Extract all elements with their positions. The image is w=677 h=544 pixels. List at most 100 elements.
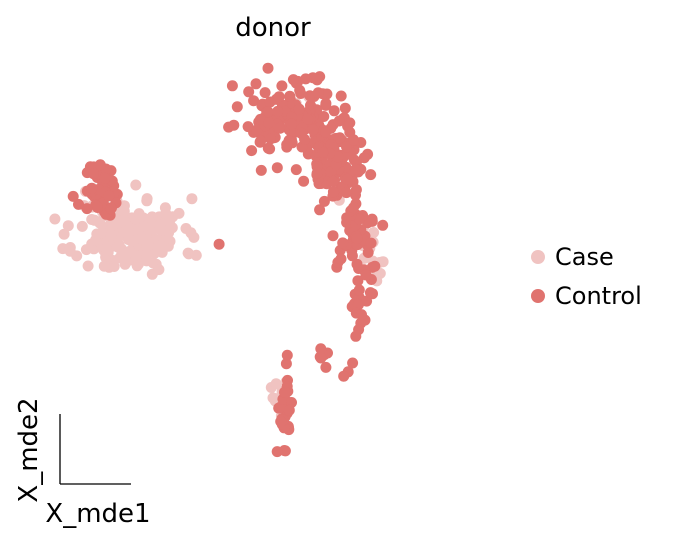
legend-marker-control xyxy=(531,289,545,303)
point-control xyxy=(73,198,84,210)
point-control xyxy=(290,164,302,176)
y-axis-label: X_mde2 xyxy=(14,397,44,502)
point-case xyxy=(180,223,192,234)
point-case xyxy=(98,260,110,272)
point-control xyxy=(243,86,255,98)
point-control xyxy=(264,143,276,155)
point-case xyxy=(64,245,76,257)
point-control xyxy=(299,133,311,145)
point-control xyxy=(352,299,364,311)
point-case xyxy=(131,260,143,272)
point-case xyxy=(62,220,74,232)
point-case xyxy=(153,264,165,276)
point-control xyxy=(280,358,292,370)
point-control xyxy=(262,106,274,118)
point-control xyxy=(365,237,377,249)
point-control xyxy=(265,133,276,145)
point-control xyxy=(356,309,367,321)
point-control xyxy=(350,163,362,175)
point-control xyxy=(369,260,381,272)
point-control xyxy=(279,445,291,457)
point-control xyxy=(272,105,284,117)
point-control xyxy=(248,95,260,107)
point-control xyxy=(337,237,349,249)
point-control xyxy=(327,230,339,242)
point-control xyxy=(88,168,99,180)
point-control xyxy=(284,90,296,102)
point-control xyxy=(318,111,330,122)
point-control xyxy=(314,204,326,216)
point-case xyxy=(190,249,202,261)
point-control xyxy=(273,91,285,103)
point-control xyxy=(317,146,329,158)
point-control xyxy=(320,361,332,373)
point-control xyxy=(254,113,266,125)
point-case xyxy=(173,207,185,219)
point-control xyxy=(226,80,238,92)
point-control xyxy=(304,90,316,102)
point-case xyxy=(138,221,150,232)
point-control xyxy=(339,102,351,114)
point-control xyxy=(287,74,299,86)
point-control xyxy=(353,324,365,336)
point-case xyxy=(141,255,153,267)
point-case xyxy=(105,229,117,241)
point-control xyxy=(298,175,310,187)
point-control xyxy=(341,141,352,153)
point-control xyxy=(103,190,115,202)
point-control xyxy=(228,119,240,131)
point-control xyxy=(271,446,283,458)
point-case xyxy=(130,179,142,191)
point-control xyxy=(283,404,295,416)
point-control xyxy=(362,247,374,258)
point-case xyxy=(141,239,153,251)
point-case xyxy=(108,261,120,272)
point-control xyxy=(294,84,306,96)
point-control xyxy=(352,275,364,287)
point-case xyxy=(95,227,107,239)
point-case xyxy=(82,260,94,272)
point-control xyxy=(338,370,350,382)
point-control xyxy=(320,126,331,138)
point-control xyxy=(347,357,359,369)
point-control xyxy=(311,167,323,179)
point-control xyxy=(351,233,363,244)
point-control xyxy=(366,215,378,227)
legend-label-control: Control xyxy=(555,282,642,310)
point-control xyxy=(94,159,106,171)
point-case xyxy=(49,213,61,225)
point-control xyxy=(361,295,373,307)
point-control xyxy=(86,182,98,194)
point-case xyxy=(133,208,145,220)
point-control xyxy=(281,139,293,151)
point-control xyxy=(81,203,93,215)
point-control xyxy=(213,238,225,250)
point-control xyxy=(348,202,359,214)
point-control xyxy=(255,135,267,147)
point-control xyxy=(312,87,324,99)
point-control xyxy=(67,190,79,202)
point-case xyxy=(86,214,98,225)
point-control xyxy=(242,121,254,133)
point-case xyxy=(112,241,124,253)
point-control xyxy=(348,134,359,146)
point-control xyxy=(286,118,297,130)
point-control xyxy=(334,132,346,144)
point-control xyxy=(276,80,288,92)
point-control xyxy=(327,186,339,198)
point-control xyxy=(274,122,286,134)
point-control xyxy=(99,172,111,184)
point-case xyxy=(377,256,389,268)
point-control xyxy=(264,96,276,108)
point-case xyxy=(141,193,153,205)
point-control xyxy=(365,169,377,181)
point-control xyxy=(346,250,358,262)
point-case xyxy=(58,228,70,240)
point-case xyxy=(156,246,168,258)
point-control xyxy=(275,416,287,427)
point-control xyxy=(320,97,332,109)
point-control xyxy=(340,187,352,199)
point-case xyxy=(270,378,282,390)
point-case xyxy=(76,220,88,232)
